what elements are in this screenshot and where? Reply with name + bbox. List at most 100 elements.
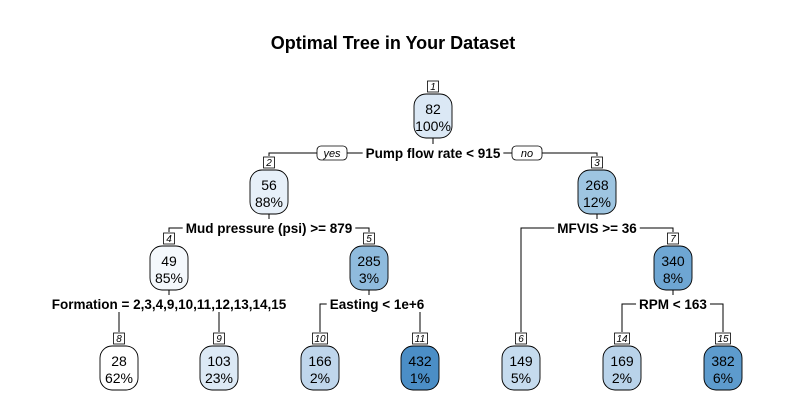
node-value-14: 169 [610,353,634,369]
split-bg-7 [636,295,710,312]
split-label-1: Pump flow rate < 915 [366,146,501,161]
node-id-7: 7 [670,234,676,245]
node-percent-4: 85% [155,270,183,286]
split-2: Mud pressure (psi) >= 879 [182,219,356,236]
node-id-box-8 [113,332,125,345]
node-box-5 [349,245,389,291]
split-7: RPM < 163 [636,295,710,312]
node-id-box-9 [213,332,225,345]
node-id-10: 10 [314,334,326,345]
edge-3-6 [520,227,597,332]
no-label-box [511,145,543,161]
node-value-8: 28 [111,353,127,369]
split-3: MFVIS >= 36 [554,219,640,236]
split-bg-3 [554,219,640,236]
split-bg-4 [48,295,290,312]
node-id-14: 14 [616,334,628,345]
split-label-7: RPM < 163 [639,297,707,312]
node-percent-15: 6% [713,370,733,386]
node-value-4: 49 [161,253,177,269]
node-box-6 [501,345,541,391]
node-percent-11: 1% [410,370,430,386]
split-bg-2 [182,219,356,236]
split-label-3: MFVIS >= 36 [557,221,637,236]
split-bg-1 [362,144,504,161]
node-id-2: 2 [265,158,272,169]
node-percent-7: 8% [663,270,683,286]
diagram-title: Optimal Tree in Your Dataset [271,33,515,53]
node-id-9: 9 [216,334,222,345]
nodes-layer: 182100%25688%326812%44985%52853%61495%73… [99,80,743,391]
node-id-4: 4 [166,234,172,245]
node-id-5: 5 [366,234,372,245]
node-box-3 [577,169,617,215]
split-5: Easting < 1e+6 [326,295,428,312]
node-id-box-15 [715,332,731,345]
node-box-1 [413,93,453,139]
node-percent-14: 2% [612,370,632,386]
node-percent-1: 100% [415,118,451,134]
node-value-6: 149 [509,353,533,369]
node-box-4 [149,245,189,291]
yes-label-text: yes [322,148,341,160]
node-value-3: 268 [585,177,609,193]
yes-label-box [316,145,348,161]
node-id-box-2 [263,156,275,169]
node-percent-8: 62% [105,370,133,386]
split-label-2: Mud pressure (psi) >= 879 [186,221,353,236]
split-bg-5 [326,295,428,312]
node-id-6: 6 [518,334,524,345]
node-id-box-10 [312,332,328,345]
split-label-5: Easting < 1e+6 [330,297,425,312]
node-id-box-14 [614,332,630,345]
node-value-7: 340 [661,253,685,269]
node-percent-2: 88% [255,194,283,210]
node-box-9 [199,345,239,391]
node-id-box-1 [427,80,439,93]
node-id-8: 8 [116,334,122,345]
node-value-2: 56 [261,177,277,193]
node-box-11 [400,345,440,391]
node-percent-9: 23% [205,370,233,386]
node-id-1: 1 [430,82,436,93]
no-label-text: no [521,148,533,160]
split-1: Pump flow rate < 915 [362,144,504,161]
node-id-box-3 [591,156,603,169]
node-id-11: 11 [415,334,425,345]
split-labels-layer: Pump flow rate < 915 Mud pressure (psi) >… [48,144,710,312]
node-percent-10: 2% [310,370,330,386]
node-value-1: 82 [425,101,441,117]
split-label-4: Formation = 2,3,4,9,10,11,12,13,14,15 [52,297,287,312]
split-4: Formation = 2,3,4,9,10,11,12,13,14,15 [48,295,290,312]
node-id-15: 15 [717,334,729,345]
node-percent-6: 5% [511,370,531,386]
node-value-15: 382 [711,353,735,369]
node-box-15 [703,345,743,391]
node-box-10 [300,345,340,391]
node-value-10: 166 [308,353,332,369]
node-id-box-7 [667,232,679,245]
node-id-box-4 [163,232,175,245]
node-id-box-5 [363,232,375,245]
yes-label: yes [316,145,348,161]
node-box-7 [653,245,693,291]
node-value-11: 432 [408,353,432,369]
node-percent-3: 12% [583,194,611,210]
node-value-5: 285 [357,253,381,269]
node-id-3: 3 [594,158,600,169]
node-id-box-6 [515,332,527,345]
node-value-9: 103 [207,353,231,369]
